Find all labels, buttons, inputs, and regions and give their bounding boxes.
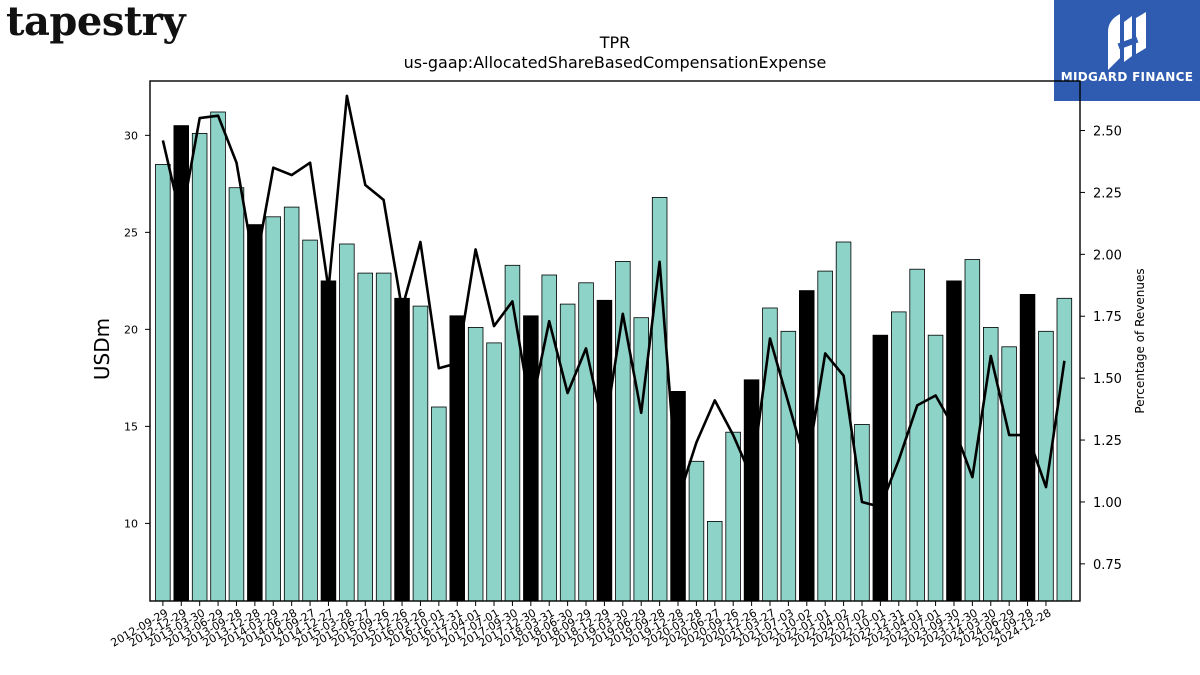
- bar: [909, 268, 925, 602]
- bar: [523, 315, 539, 602]
- y2-tick-label: 2.50: [1093, 125, 1122, 140]
- bar: [559, 303, 576, 602]
- bar: [228, 187, 245, 602]
- tapestry-logo: tapestry: [6, 0, 186, 45]
- percentage-line: [161, 94, 1066, 509]
- midgard-brand-text: MIDGARD FINANCE: [1060, 70, 1194, 84]
- bar: [375, 272, 392, 602]
- y2-axis-label: Percentage of Revenues: [1133, 268, 1147, 413]
- bar: [835, 241, 852, 602]
- chart-title: TPR: [599, 33, 631, 52]
- bar: [247, 224, 263, 602]
- bar: [283, 206, 300, 602]
- y-tick-label: 15: [124, 420, 138, 433]
- bar: [780, 330, 797, 602]
- bar: [1056, 297, 1073, 602]
- bar: [983, 326, 999, 602]
- bar: [357, 272, 373, 602]
- chart-subtitle: us-gaap:AllocatedShareBasedCompensationE…: [403, 53, 827, 72]
- bar: [504, 264, 521, 602]
- y-tick-label: 10: [124, 517, 138, 530]
- bar: [725, 431, 741, 602]
- midgard-finance-logo: MIDGARD FINANCE: [1054, 0, 1200, 101]
- bar: [302, 239, 318, 602]
- bar: [265, 216, 281, 602]
- y2-tick-label: 1.75: [1093, 310, 1122, 325]
- plot-frame: [149, 80, 1081, 602]
- bar: [412, 305, 429, 602]
- bar: [394, 297, 410, 602]
- bar: [486, 342, 502, 602]
- bar: [596, 299, 613, 602]
- bar: [1001, 346, 1017, 602]
- bar: [651, 196, 668, 602]
- y2-tick-label: 1.50: [1093, 372, 1122, 387]
- bar: [339, 243, 355, 602]
- y2-tick-label: 1.25: [1093, 434, 1122, 449]
- y2-tick-label: 2.00: [1093, 248, 1122, 263]
- midgard-m-icon: [1108, 12, 1146, 70]
- y2-tick-label: 2.25: [1093, 186, 1122, 201]
- y2-tick-label: 1.00: [1093, 496, 1122, 511]
- y2-tick-label: 0.75: [1093, 558, 1122, 573]
- bar: [578, 282, 594, 602]
- bar: [155, 163, 171, 602]
- bar: [817, 270, 833, 602]
- bar: [872, 334, 889, 602]
- bar: [191, 132, 208, 602]
- bar: [964, 259, 981, 602]
- bar: [320, 280, 337, 602]
- bar: [431, 406, 447, 602]
- bar: [210, 111, 226, 602]
- y-axis-label: USDm: [90, 318, 114, 380]
- bar: [1038, 330, 1054, 602]
- bar: [927, 334, 944, 602]
- bar: [615, 260, 631, 602]
- bar: [688, 460, 705, 602]
- bar: [743, 379, 760, 602]
- bar: [854, 423, 870, 602]
- y-tick-label: 30: [124, 129, 138, 142]
- bar: [467, 326, 484, 602]
- bar: [707, 521, 723, 602]
- y-tick-label: 20: [124, 323, 138, 336]
- y-tick-label: 25: [124, 226, 138, 239]
